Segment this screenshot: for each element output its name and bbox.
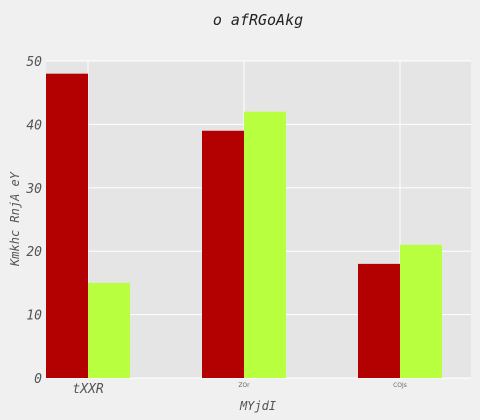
x-tick-label-ZOr: ZOr [238, 382, 250, 389]
x-tick-labels: tXXR ZOr COJs [72, 382, 407, 397]
bar-series2-ZOr [244, 111, 286, 378]
bar-series2-COJs [400, 244, 442, 378]
y-axis-label: Kmkhc RnjA eY [8, 171, 22, 267]
y-tick-label-50: 50 [26, 55, 42, 70]
x-axis-label: MYjdI [239, 399, 276, 413]
y-tick-label-40: 40 [26, 118, 42, 133]
chart-title: o afRGoAkg [213, 11, 303, 29]
bar-series1-tXXR [46, 73, 88, 379]
y-tick-label-30: 30 [25, 182, 42, 197]
bar-series2-tXXR [88, 282, 130, 378]
y-tick-label-10: 10 [26, 309, 42, 324]
y-tick-labels: 0 10 20 30 40 50 [25, 55, 42, 387]
bar-series1-COJs [358, 263, 400, 378]
y-tick-label-20: 20 [26, 245, 42, 260]
bars-group [46, 73, 442, 379]
y-tick-label-0: 0 [34, 372, 42, 387]
x-tick-label-tXXR: tXXR [72, 382, 103, 397]
x-tick-label-COJs: COJs [393, 382, 407, 389]
bar-series1-ZOr [202, 130, 244, 378]
